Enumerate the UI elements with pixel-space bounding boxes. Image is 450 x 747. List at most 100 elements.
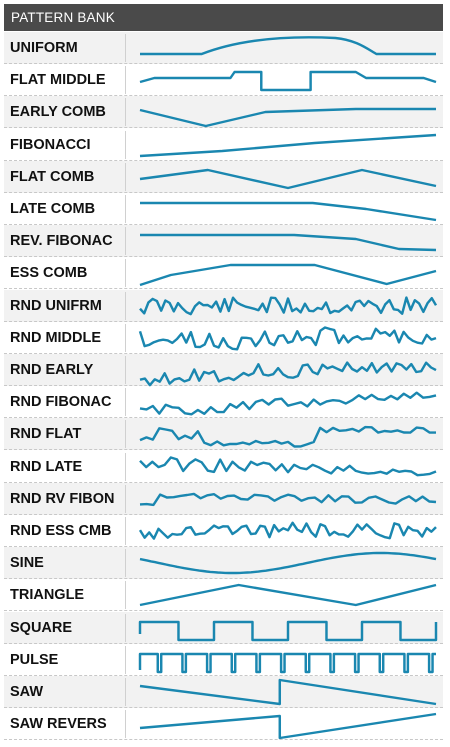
pattern-label: RND FLAT	[10, 426, 82, 443]
late-comb-waveform-icon	[140, 201, 437, 222]
pattern-label: TRIANGLE	[10, 587, 85, 604]
pattern-row-uniform[interactable]: UNIFORM	[4, 32, 443, 64]
uniform-waveform-icon	[140, 36, 436, 56]
column-divider	[125, 710, 126, 739]
pattern-row-flat-middle[interactable]: FLAT MIDDLE	[4, 64, 443, 97]
pattern-row-random-rev-fibonacci[interactable]: RND RV FIBON	[4, 482, 443, 515]
waveform-line	[139, 133, 437, 157]
column-divider	[125, 195, 126, 223]
random-ess-comb-waveform-icon	[138, 521, 437, 540]
random-uniform-waveform-icon	[139, 295, 438, 315]
column-divider	[125, 517, 126, 545]
waveform-line	[140, 233, 437, 252]
column-divider	[125, 291, 126, 320]
pattern-row-saw-reverse[interactable]: SAW REVERS	[4, 708, 443, 741]
triangle-waveform-icon	[139, 584, 437, 607]
waveform-line	[139, 108, 436, 128]
pattern-row-random-late[interactable]: RND LATE	[4, 451, 443, 483]
pattern-row-random-middle[interactable]: RND MIDDLE	[4, 322, 443, 354]
pattern-label: FLAT COMB	[10, 168, 95, 185]
waveform-line	[139, 295, 438, 315]
column-divider	[125, 420, 126, 449]
pattern-label: UNIFORM	[10, 40, 78, 56]
pattern-row-triangle[interactable]: TRIANGLE	[4, 579, 443, 612]
column-divider	[125, 549, 126, 578]
column-divider	[125, 452, 126, 481]
waveform-line	[138, 326, 437, 351]
pattern-label: FLAT MIDDLE	[10, 72, 106, 89]
pattern-row-random-flat[interactable]: RND FLAT	[4, 418, 443, 451]
column-divider	[125, 34, 126, 62]
waveform-line	[139, 70, 437, 92]
column-divider	[125, 581, 126, 610]
pattern-label: REV. FIBONAC	[10, 233, 113, 250]
column-divider	[125, 356, 126, 384]
random-flat-waveform-icon	[139, 426, 437, 449]
pattern-label: PULSE	[10, 651, 59, 668]
pattern-label: EARLY COMB	[10, 104, 106, 121]
pattern-label: RND FIBONAC	[10, 394, 112, 411]
column-divider	[125, 388, 126, 417]
flat-middle-waveform-icon	[139, 70, 437, 92]
pattern-row-rev-fibonacci[interactable]: REV. FIBONAC	[4, 225, 443, 258]
random-early-waveform-icon	[139, 361, 437, 387]
pattern-row-late-comb[interactable]: LATE COMB	[4, 193, 443, 225]
random-late-waveform-icon	[139, 455, 437, 476]
pattern-row-fibonacci[interactable]: FIBONACCI	[4, 129, 443, 161]
column-divider	[125, 130, 126, 159]
pattern-row-random-uniform[interactable]: RND UNIFRM	[4, 289, 443, 322]
waveform-line	[140, 36, 436, 56]
pattern-label: LATE COMB	[10, 201, 96, 217]
pattern-label: RND MIDDLE	[10, 329, 102, 346]
random-fibonacci-waveform-icon	[139, 391, 437, 416]
pattern-row-flat-comb[interactable]: FLAT COMB	[4, 160, 443, 193]
column-divider	[125, 227, 126, 256]
waveform-line	[139, 678, 437, 706]
pattern-row-ess-comb[interactable]: ESS COMB	[4, 257, 443, 290]
column-divider	[125, 66, 126, 95]
column-divider	[125, 259, 126, 288]
pattern-row-sine[interactable]: SINE	[4, 547, 443, 580]
pattern-row-saw[interactable]: SAW	[4, 676, 443, 708]
waveform-line	[139, 551, 437, 575]
pattern-label: RND RV FIBON	[10, 490, 115, 507]
pattern-label: SQUARE	[10, 619, 73, 636]
pulse-waveform-icon	[138, 652, 436, 673]
pattern-row-pulse[interactable]: PULSE	[4, 644, 443, 676]
pattern-label: RND EARLY	[10, 362, 94, 378]
pattern-label: SAW REVERS	[10, 716, 107, 733]
pattern-row-square[interactable]: SQUARE	[4, 611, 443, 644]
waveform-line	[139, 264, 437, 287]
pattern-row-early-comb[interactable]: EARLY COMB	[4, 96, 443, 129]
fibonacci-waveform-icon	[139, 133, 437, 157]
waveform-line	[139, 168, 437, 189]
random-rev-fibonacci-waveform-icon	[139, 492, 437, 506]
column-divider	[125, 162, 126, 191]
flat-comb-waveform-icon	[139, 168, 437, 189]
pattern-label: RND UNIFRM	[10, 297, 102, 314]
ess-comb-waveform-icon	[139, 264, 437, 287]
waveform-line	[139, 391, 437, 416]
pattern-label: RND LATE	[10, 458, 83, 475]
saw-reverse-waveform-icon	[139, 713, 437, 740]
pattern-row-random-early[interactable]: RND EARLY	[4, 354, 443, 387]
panel-title: PATTERN BANK	[4, 4, 443, 31]
waveform-line	[138, 652, 436, 673]
column-divider	[125, 323, 126, 352]
column-divider	[125, 98, 126, 127]
sine-waveform-icon	[139, 551, 437, 575]
column-divider	[125, 484, 126, 513]
waveform-line	[140, 201, 437, 222]
early-comb-waveform-icon	[139, 108, 436, 128]
waveform-line	[139, 713, 437, 740]
waveform-line	[139, 426, 437, 449]
square-waveform-icon	[138, 620, 438, 641]
pattern-row-random-fibonacci[interactable]: RND FIBONAC	[4, 386, 443, 419]
pattern-label: RND ESS CMB	[10, 523, 112, 539]
pattern-row-random-ess-comb[interactable]: RND ESS CMB	[4, 515, 443, 547]
waveform-line	[139, 584, 437, 607]
column-divider	[125, 678, 126, 706]
waveform-line	[139, 455, 437, 476]
pattern-label: SAW	[10, 684, 44, 700]
